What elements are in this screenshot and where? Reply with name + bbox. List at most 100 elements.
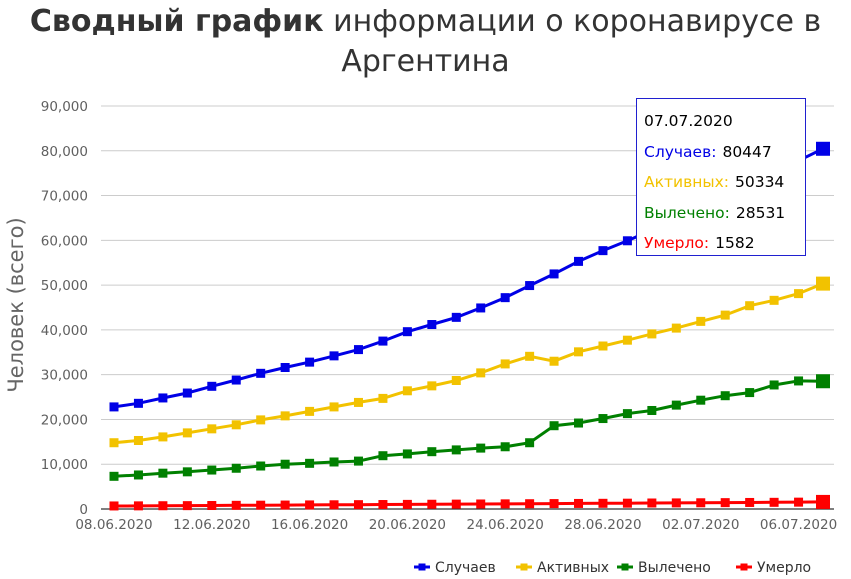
data-point[interactable] — [353, 500, 363, 510]
data-point[interactable] — [549, 421, 559, 431]
data-point[interactable] — [598, 246, 608, 256]
data-point[interactable] — [133, 470, 143, 480]
data-point[interactable] — [622, 409, 632, 419]
data-point[interactable] — [182, 501, 192, 511]
data-point[interactable] — [353, 397, 363, 407]
data-point[interactable] — [329, 500, 339, 510]
data-point[interactable] — [256, 415, 266, 425]
data-point[interactable] — [231, 500, 241, 510]
data-point[interactable] — [500, 293, 510, 303]
data-point[interactable] — [816, 374, 830, 389]
legend-item[interactable]: Вылечено — [617, 560, 711, 576]
data-point[interactable] — [280, 500, 290, 510]
data-point[interactable] — [525, 438, 535, 448]
data-point[interactable] — [647, 329, 657, 339]
data-point[interactable] — [598, 498, 608, 508]
data-point[interactable] — [816, 276, 830, 291]
data-point[interactable] — [696, 498, 706, 508]
data-point[interactable] — [109, 501, 119, 511]
data-point[interactable] — [158, 501, 168, 511]
data-point[interactable] — [109, 471, 119, 481]
data-point[interactable] — [329, 402, 339, 412]
data-point[interactable] — [353, 345, 363, 355]
data-point[interactable] — [598, 414, 608, 424]
data-point[interactable] — [109, 402, 119, 412]
data-point[interactable] — [133, 501, 143, 511]
data-point[interactable] — [256, 500, 266, 510]
data-point[interactable] — [329, 351, 339, 361]
data-point[interactable] — [402, 499, 412, 509]
data-point[interactable] — [280, 459, 290, 469]
data-point[interactable] — [745, 497, 755, 507]
data-point[interactable] — [647, 405, 657, 415]
data-point[interactable] — [476, 368, 486, 378]
data-point[interactable] — [500, 442, 510, 452]
data-point[interactable] — [769, 295, 779, 305]
data-point[interactable] — [696, 395, 706, 405]
data-point[interactable] — [256, 368, 266, 378]
data-point[interactable] — [451, 445, 461, 455]
data-point[interactable] — [378, 500, 388, 510]
data-point[interactable] — [549, 269, 559, 279]
data-point[interactable] — [207, 424, 217, 434]
data-point[interactable] — [182, 428, 192, 438]
data-point[interactable] — [305, 500, 315, 510]
data-point[interactable] — [451, 499, 461, 509]
data-point[interactable] — [671, 323, 681, 333]
data-point[interactable] — [622, 498, 632, 508]
data-point[interactable] — [745, 301, 755, 311]
data-point[interactable] — [671, 400, 681, 410]
data-point[interactable] — [745, 388, 755, 398]
data-point[interactable] — [158, 432, 168, 442]
data-point[interactable] — [500, 499, 510, 509]
data-point[interactable] — [549, 356, 559, 366]
data-point[interactable] — [720, 498, 730, 508]
data-point[interactable] — [182, 388, 192, 398]
data-point[interactable] — [353, 456, 363, 466]
data-point[interactable] — [109, 438, 119, 448]
data-point[interactable] — [305, 406, 315, 416]
data-point[interactable] — [231, 420, 241, 430]
data-point[interactable] — [427, 381, 437, 391]
data-point[interactable] — [451, 375, 461, 385]
data-point[interactable] — [525, 351, 535, 361]
data-point[interactable] — [794, 376, 804, 386]
data-point[interactable] — [158, 468, 168, 478]
data-point[interactable] — [720, 391, 730, 401]
data-point[interactable] — [549, 499, 559, 509]
data-point[interactable] — [231, 463, 241, 473]
data-point[interactable] — [769, 380, 779, 390]
data-point[interactable] — [378, 393, 388, 403]
data-point[interactable] — [378, 451, 388, 461]
data-point[interactable] — [769, 497, 779, 507]
data-point[interactable] — [231, 375, 241, 385]
data-point[interactable] — [158, 393, 168, 403]
data-point[interactable] — [525, 499, 535, 509]
data-point[interactable] — [207, 465, 217, 475]
data-point[interactable] — [816, 494, 830, 509]
data-point[interactable] — [256, 461, 266, 471]
data-point[interactable] — [427, 320, 437, 330]
data-point[interactable] — [476, 499, 486, 509]
data-point[interactable] — [622, 236, 632, 246]
legend-item[interactable]: Активных — [516, 560, 609, 576]
data-point[interactable] — [207, 381, 217, 391]
data-point[interactable] — [280, 411, 290, 421]
data-point[interactable] — [280, 363, 290, 373]
data-point[interactable] — [305, 357, 315, 367]
data-point[interactable] — [427, 447, 437, 457]
data-point[interactable] — [574, 347, 584, 357]
data-point[interactable] — [794, 289, 804, 299]
data-point[interactable] — [671, 498, 681, 508]
data-point[interactable] — [696, 316, 706, 326]
data-point[interactable] — [402, 449, 412, 459]
data-point[interactable] — [500, 359, 510, 369]
data-point[interactable] — [133, 435, 143, 445]
data-point[interactable] — [305, 458, 315, 468]
data-point[interactable] — [427, 499, 437, 509]
data-point[interactable] — [476, 303, 486, 313]
data-point[interactable] — [207, 501, 217, 511]
data-point[interactable] — [525, 281, 535, 291]
data-point[interactable] — [720, 310, 730, 320]
data-point[interactable] — [182, 467, 192, 477]
